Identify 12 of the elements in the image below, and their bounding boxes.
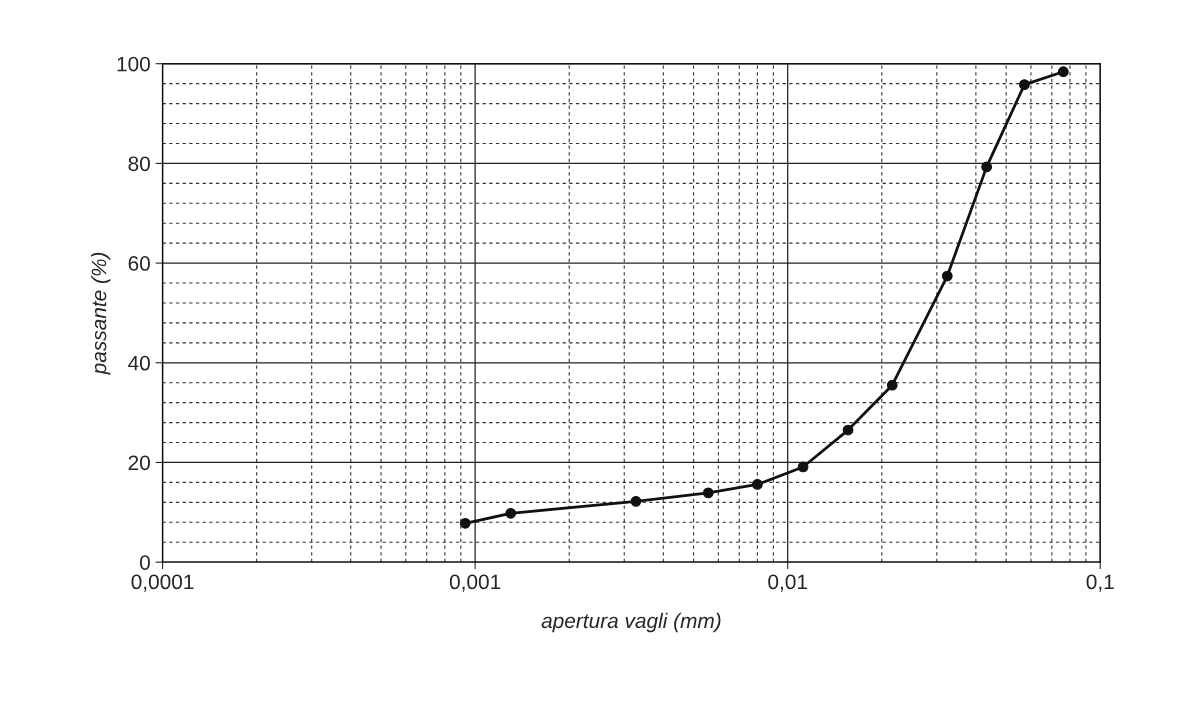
y-tick-label: 60 [128,256,150,271]
y-axis-title: passante (%) [91,252,111,375]
x-axis-title: apertura vagli (mm) [541,612,721,633]
x-tick-label: 0,01 [768,574,807,592]
y-tick-label: 80 [128,156,150,172]
y-tick-label: 20 [128,455,150,471]
y-tick-label: 0 [139,555,150,570]
x-tick-label: 0,001 [449,574,501,592]
x-tick-label: 0,0001 [131,574,194,592]
y-tick-label: 40 [128,355,150,371]
y-tick-label: 100 [117,56,150,72]
x-tick-label: 0,1 [1086,574,1114,592]
